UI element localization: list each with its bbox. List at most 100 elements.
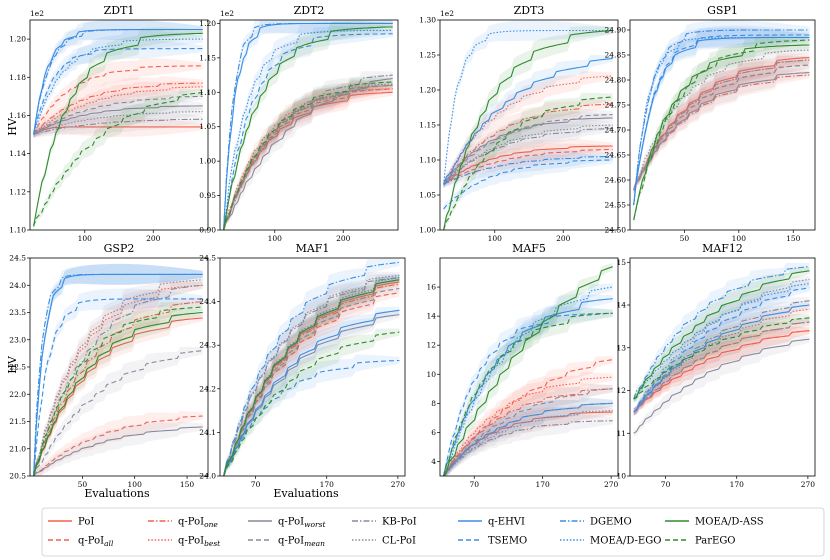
y-tick-label: 1.10 [419, 156, 436, 165]
x-tick-label: 150 [180, 480, 195, 489]
legend-item: q-PoIone [148, 517, 218, 530]
series-maf5-11 [443, 286, 613, 476]
series-gsp2-9 [33, 298, 203, 476]
panel-title: ZDT1 [104, 4, 135, 17]
legend-label-subscript: best [204, 539, 221, 548]
series-gsp2-0 [33, 317, 203, 476]
y-tick-label: 8 [431, 399, 436, 408]
band-maf5-11 [443, 283, 613, 476]
band-gsp2-3 [33, 280, 203, 476]
series-zdt3-8 [443, 57, 613, 185]
y-tick-label: 24.60 [605, 176, 627, 185]
band-gsp2-13 [33, 302, 203, 476]
band-maf12-0 [633, 326, 810, 416]
y-tick-label: 24.90 [605, 26, 627, 35]
legend-frame [41, 507, 825, 557]
y-tick-label: 24.65 [605, 151, 627, 160]
legend-label: MOEA/D-EGO [590, 536, 661, 547]
band-maf5-2 [443, 383, 613, 476]
y-tick-label: 4 [431, 457, 436, 466]
legend-label: q-PoIall [78, 536, 114, 549]
y-tick-label: 0.95 [199, 191, 216, 200]
x-tick-label: 70 [251, 480, 261, 489]
legend-label: q-PoIbest [178, 536, 221, 549]
band-gsp2-12 [33, 308, 203, 476]
band-maf12-5 [633, 318, 810, 416]
axes-frame [629, 257, 816, 477]
axis-offset-label: 1e2 [440, 9, 454, 18]
band-maf5-5 [443, 384, 613, 476]
legend-item: MOEA/D-ASS [665, 517, 764, 528]
series-gsp1-9 [633, 34, 810, 206]
y-tick-label: 1.20 [9, 35, 26, 44]
series-zdt2-2 [223, 84, 393, 230]
x-tick-label: 100 [268, 234, 283, 243]
legend-label-subscript: mean [304, 539, 325, 548]
series-zdt3-3 [443, 75, 613, 185]
y-tick-label: 15 [616, 258, 626, 267]
y-tick-label: 1.00 [199, 157, 216, 166]
panel-title: ZDT3 [514, 4, 545, 17]
band-maf5-10 [443, 397, 613, 476]
series-maf1-7 [223, 274, 400, 476]
x-tick-label: 170 [320, 480, 335, 489]
legend-item: TSEMO [458, 536, 527, 547]
y-tick-label: 21.5 [9, 417, 26, 426]
series-gsp1-5 [633, 64, 810, 191]
band-zdt1-10 [33, 20, 203, 138]
band-maf1-8 [223, 306, 400, 476]
band-maf1-2 [223, 280, 400, 476]
series-zdt3-4 [443, 117, 613, 185]
band-zdt1-4 [33, 98, 203, 138]
legend-item: q-EHVI [458, 517, 525, 528]
band-zdt1-9 [33, 39, 203, 138]
xlabel-col2: Evaluations [273, 487, 339, 500]
band-zdt3-7 [443, 119, 613, 188]
band-maf5-12 [443, 263, 613, 476]
y-tick-label: 1.16 [9, 111, 26, 120]
band-maf1-6 [223, 273, 400, 476]
series-maf5-2 [443, 388, 613, 476]
band-gsp2-6 [33, 281, 203, 476]
band-gsp2-0 [33, 313, 203, 476]
series-maf12-7 [633, 278, 810, 413]
legend-item: MOEA/D-EGO [560, 536, 661, 547]
series-gsp1-12 [633, 44, 810, 221]
series-maf5-6 [443, 420, 613, 476]
band-zdt3-0 [443, 138, 613, 188]
series-zdt1-12 [33, 32, 203, 227]
legend-item: q-PoIbest [148, 536, 221, 549]
axes-frame [29, 19, 209, 231]
series-maf5-9 [443, 312, 613, 476]
legend-label: q-PoIworst [278, 517, 326, 530]
series-zdt2-11 [223, 29, 393, 230]
band-gsp2-4 [33, 421, 203, 476]
axis-offset-label: 1e2 [220, 9, 234, 18]
legend-label: q-PoIone [178, 517, 218, 530]
series-gsp2-2 [33, 301, 203, 476]
series-gsp2-1 [33, 415, 203, 476]
legend-label: ParEGO [695, 536, 736, 547]
x-tick-label: 100 [732, 234, 747, 243]
y-tick-label: 22.0 [9, 390, 26, 399]
band-maf1-5 [223, 285, 400, 476]
series-zdt2-12 [223, 26, 393, 230]
legend-item: ParEGO [665, 536, 736, 547]
panel-zdt3: ZDT3 1e2 1.00 1.05 1.10 1.15 1.20 1.25 1.30 100 20… [419, 4, 619, 243]
series-maf5-8 [443, 298, 613, 476]
series-maf1-5 [223, 287, 400, 476]
y-tick-label: 1.25 [419, 51, 436, 60]
y-tick-label: 10 [426, 370, 436, 379]
legend-item: q-PoIall [48, 536, 114, 549]
y-tick-label: 24.75 [605, 101, 627, 110]
y-tick-label: 12 [616, 386, 626, 395]
x-tick-label: 270 [391, 480, 406, 489]
x-tick-label: 100 [78, 234, 93, 243]
series-maf5-3 [443, 376, 613, 476]
ylabel-row2: HV [6, 355, 19, 374]
y-tick-label: 24.70 [605, 126, 627, 135]
band-zdt2-3 [223, 82, 393, 230]
series-gsp2-12 [33, 311, 203, 476]
y-tick-label: 24.80 [605, 76, 627, 85]
band-zdt3-9 [443, 153, 613, 213]
